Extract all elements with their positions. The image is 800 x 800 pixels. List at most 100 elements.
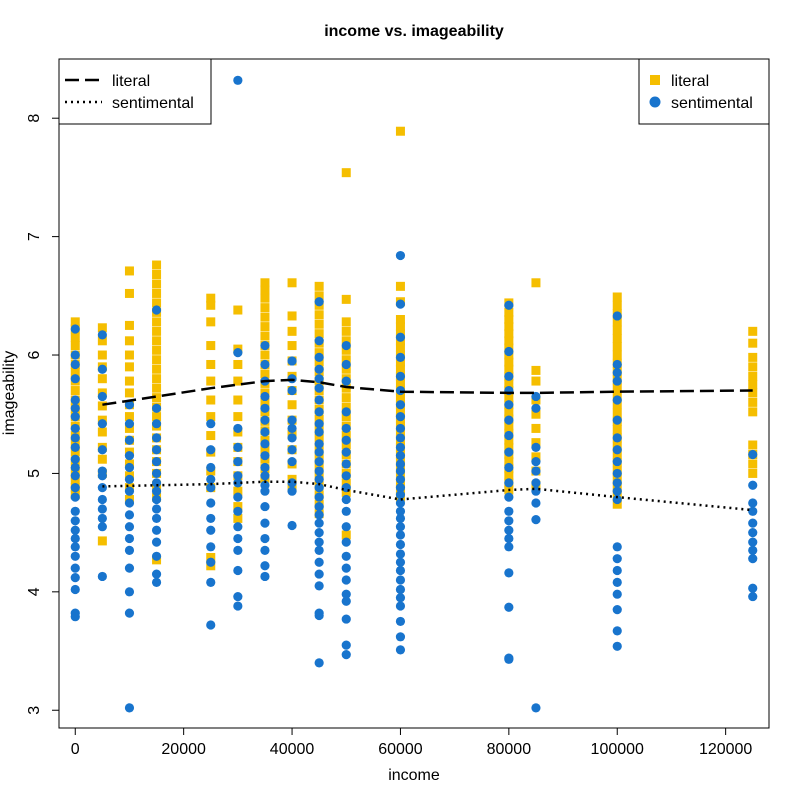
sentimental-point xyxy=(395,299,406,309)
sentimental-point xyxy=(70,573,80,583)
literal-point xyxy=(260,397,270,407)
sentimental-point xyxy=(314,569,324,579)
literal-point xyxy=(748,397,758,407)
literal-point xyxy=(287,278,297,288)
literal-point xyxy=(97,536,107,546)
sentimental-point xyxy=(504,533,514,544)
literal-point xyxy=(233,513,243,523)
sentimental-point xyxy=(395,433,406,443)
literal-point xyxy=(314,310,324,320)
sentimental-point xyxy=(531,456,541,467)
literal-point xyxy=(341,530,351,540)
literal-point xyxy=(748,352,758,362)
literal-point xyxy=(206,431,216,441)
literal-point xyxy=(531,376,541,386)
sentimental-point xyxy=(531,478,541,488)
literal-point xyxy=(233,305,243,315)
sentimental-point xyxy=(314,374,324,384)
sentimental-point xyxy=(97,471,107,481)
sentimental-point xyxy=(287,433,297,443)
literal-point xyxy=(206,300,216,310)
sentimental-point xyxy=(97,419,107,429)
sentimental-point xyxy=(124,498,135,508)
literal-point xyxy=(395,407,405,417)
sentimental-point xyxy=(124,533,135,544)
sentimental-point xyxy=(504,371,514,381)
sentimental-point xyxy=(233,533,243,544)
sentimental-point xyxy=(341,575,351,585)
sentimental-point xyxy=(341,435,351,445)
literal-point xyxy=(260,369,270,379)
sentimental-point xyxy=(395,498,406,508)
legend-sentimental-line-label: sentimental xyxy=(112,95,194,112)
sentimental-point xyxy=(233,565,243,576)
x-tick-label: 60000 xyxy=(378,741,423,758)
sentimental-point xyxy=(612,359,622,370)
literal-point xyxy=(97,454,107,464)
sentimental-point xyxy=(233,591,243,602)
sentimental-point xyxy=(70,442,80,452)
sentimental-point xyxy=(314,610,324,621)
literal-point xyxy=(124,376,134,386)
sentimental-point xyxy=(233,442,243,452)
literal-point xyxy=(206,552,216,562)
sentimental-point xyxy=(395,522,406,532)
sentimental-point xyxy=(314,395,324,405)
legend-sentimental-marker-label: sentimental xyxy=(671,95,753,112)
sentimental-point xyxy=(341,614,351,624)
sentimental-point xyxy=(206,513,216,524)
literal-point xyxy=(748,380,758,390)
sentimental-point xyxy=(151,504,162,514)
sentimental-point xyxy=(612,368,622,378)
legend-literal-line-label: literal xyxy=(112,73,150,90)
sentimental-point xyxy=(395,584,406,595)
sentimental-point xyxy=(612,395,622,405)
sentimental-point xyxy=(341,522,351,532)
sentimental-point xyxy=(341,563,351,573)
literal-point xyxy=(124,350,134,360)
sentimental-point xyxy=(341,506,351,516)
sentimental-point xyxy=(341,459,351,469)
sentimental-point xyxy=(504,525,514,535)
sentimental-point xyxy=(748,449,758,460)
literal-point xyxy=(152,260,162,270)
literal-point xyxy=(612,317,622,327)
sentimental-point xyxy=(395,549,406,559)
sentimental-point xyxy=(233,506,243,516)
sentimental-point xyxy=(612,468,622,479)
sentimental-point xyxy=(504,492,514,502)
sentimental-point xyxy=(97,483,107,493)
literal-point xyxy=(504,322,514,332)
sentimental-point xyxy=(124,703,135,713)
sentimental-point xyxy=(341,447,351,457)
sentimental-point xyxy=(395,616,406,627)
literal-point xyxy=(341,431,351,441)
sentimental-point xyxy=(395,423,406,434)
literal-point xyxy=(260,293,270,303)
sentimental-point xyxy=(206,557,216,567)
legend-lines: literal sentimental xyxy=(58,58,212,125)
literal-point xyxy=(124,320,134,330)
sentimental-point xyxy=(395,530,406,540)
literal-point xyxy=(395,393,405,403)
sentimental-point xyxy=(612,577,622,587)
sentimental-point xyxy=(97,364,107,374)
literal-point xyxy=(314,452,324,462)
sentimental-point xyxy=(504,415,514,425)
literal-point xyxy=(341,487,351,497)
sentimental-point xyxy=(97,330,107,340)
sentimental-point xyxy=(314,474,324,484)
literal-point xyxy=(314,291,324,301)
sentimental-point xyxy=(151,419,162,429)
literal-point xyxy=(341,440,351,450)
sentimental-point xyxy=(70,492,80,502)
literal-point xyxy=(206,376,216,386)
sentimental-point xyxy=(287,520,297,531)
sentimental-point xyxy=(531,442,541,452)
sentimental-point xyxy=(124,451,135,461)
sentimental-point xyxy=(314,528,324,538)
literal-point xyxy=(395,281,405,291)
chart-title: income vs. imageability xyxy=(324,23,504,40)
sentimental-point xyxy=(70,563,80,573)
literal-point xyxy=(287,341,297,351)
